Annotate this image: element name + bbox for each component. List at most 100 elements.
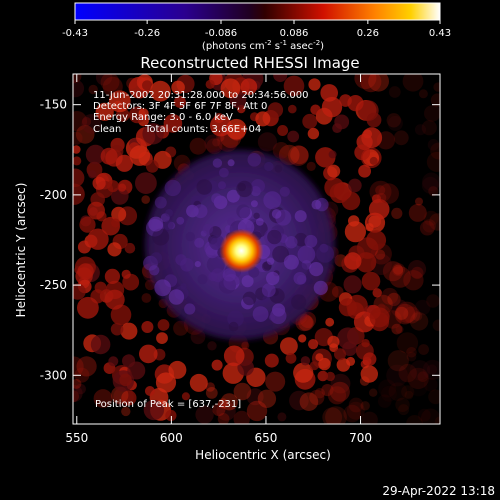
- heatmap-cell: [171, 80, 185, 95]
- heatmap-cell: [141, 195, 150, 204]
- heatmap-cell: [138, 108, 149, 119]
- heatmap-cell: [141, 293, 152, 303]
- heatmap-cell: [366, 230, 387, 251]
- heatmap-cell: [418, 344, 429, 355]
- heatmap-cell: [395, 325, 404, 334]
- heatmap-cell: [309, 389, 325, 406]
- heatmap-cell: [121, 390, 137, 406]
- heatmap-cell: [375, 185, 386, 196]
- heatmap-cell: [297, 245, 316, 264]
- heatmap-cell: [327, 335, 340, 348]
- heatmap-cell: [426, 151, 440, 172]
- heatmap-cell: [321, 96, 343, 118]
- heatmap-cell: [398, 363, 417, 383]
- heatmap-cell: [327, 164, 341, 178]
- heatmap-cell: [268, 314, 276, 321]
- colorbar-tick-label: -0.26: [134, 28, 160, 39]
- colorbar-tick-label: -0.43: [62, 28, 88, 39]
- heatmap-cell: [417, 371, 429, 383]
- annotation-energy-range: Energy Range: 3.0 - 6.0 keV: [93, 112, 233, 123]
- heatmap-cell: [294, 232, 308, 247]
- heatmap-cell: [348, 178, 362, 193]
- heatmap-cell: [421, 120, 437, 136]
- heatmap-cell: [262, 296, 269, 302]
- heatmap-cell: [378, 183, 400, 204]
- heatmap-cell: [205, 382, 215, 392]
- heatmap-cell: [308, 339, 319, 350]
- heatmap-cell: [154, 196, 167, 209]
- heatmap-cell: [218, 181, 226, 190]
- heatmap-cell: [189, 373, 208, 392]
- heatmap-cell: [329, 381, 350, 402]
- heatmap-cell: [300, 356, 311, 366]
- heatmap-cell: [372, 288, 382, 298]
- heatmap-cell: [273, 74, 288, 83]
- heatmap-cell: [414, 299, 431, 316]
- heatmap-cell: [429, 213, 440, 231]
- heatmap-cell: [205, 387, 218, 399]
- annotation-method: Clean: [93, 124, 121, 135]
- y-tick-label: -250: [40, 278, 67, 292]
- heatmap-cell: [354, 74, 377, 90]
- heatmap-cell: [73, 378, 82, 389]
- heatmap-cell: [74, 367, 90, 383]
- heatmap-cell: [327, 386, 347, 405]
- heatmap-cell: [432, 319, 440, 332]
- heatmap-cell: [85, 144, 106, 165]
- footer-timestamp: 29-Apr-2022 13:18: [382, 484, 495, 498]
- heatmap-cell: [121, 406, 131, 417]
- heatmap-cell: [313, 280, 328, 295]
- heatmap-cell: [307, 127, 320, 140]
- heatmap-cell: [217, 398, 228, 409]
- heatmap-cell: [217, 413, 230, 424]
- heatmap-cell: [396, 332, 419, 354]
- heatmap-cell: [380, 385, 397, 402]
- heatmap-cell: [387, 115, 403, 131]
- heatmap-cell: [95, 102, 114, 121]
- heatmap-cell: [274, 164, 283, 173]
- heatmap-cell: [424, 105, 440, 122]
- heatmap-cell: [184, 303, 196, 315]
- heatmap-cell: [325, 406, 347, 424]
- heatmap-cell: [411, 266, 424, 280]
- heatmap-cell: [211, 193, 223, 205]
- heatmap-cell: [250, 200, 258, 208]
- heatmap-cell: [185, 231, 195, 242]
- heatmap-cell: [346, 356, 356, 366]
- heatmap-cell: [163, 114, 183, 133]
- heatmap-cell: [361, 127, 383, 149]
- heatmap-cell: [314, 388, 326, 399]
- heatmap-cell: [308, 78, 321, 91]
- heatmap-cell: [406, 351, 417, 362]
- heatmap-cell: [378, 379, 397, 398]
- heatmap-cell: [207, 341, 217, 351]
- heatmap-cell: [154, 279, 172, 297]
- heatmap-cell: [287, 245, 299, 258]
- heatmap-cell: [368, 74, 389, 92]
- heatmap-cell: [377, 394, 392, 409]
- heatmap-cell: [311, 199, 322, 210]
- heatmap-cell: [403, 270, 424, 291]
- heatmap-cell: [267, 229, 282, 245]
- heatmap-cell: [298, 315, 314, 331]
- heatmap-cell: [111, 218, 120, 228]
- heatmap-cell: [304, 234, 318, 248]
- heatmap-cell: [309, 262, 324, 277]
- heatmap-cell: [92, 176, 106, 190]
- heatmap-cell: [205, 79, 215, 89]
- heatmap-cell: [299, 311, 317, 328]
- annotation-total-counts: Total counts: 3.66E+04: [144, 124, 261, 135]
- heatmap-cell: [358, 164, 371, 178]
- heatmap-cell: [257, 389, 277, 408]
- heatmap-cell: [283, 254, 299, 270]
- heatmap-cell: [423, 377, 438, 392]
- heatmap-cell: [104, 268, 120, 284]
- heatmap-cell: [241, 341, 250, 350]
- heatmap-cell: [434, 416, 440, 424]
- heatmap-cell: [216, 401, 236, 421]
- heatmap-cell: [144, 386, 155, 396]
- heatmap-cell: [396, 301, 418, 323]
- heatmap-cell: [93, 389, 113, 408]
- y-tick-label: -150: [40, 98, 67, 112]
